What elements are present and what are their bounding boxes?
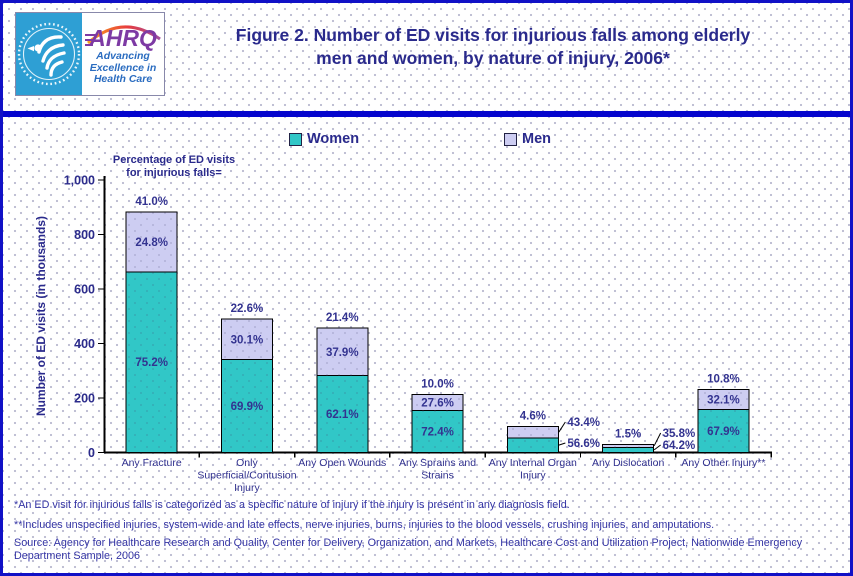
figure-title-line2: men and women, by nature of injury, 2006… <box>316 48 670 68</box>
x-category-label-1: Only <box>236 457 258 469</box>
legend-label-women: Women <box>307 131 360 147</box>
footnote-2: **Includes unspecified injuries, system-… <box>14 519 715 531</box>
total-pct-label-2: 21.4% <box>326 312 359 324</box>
y-tick-label: 800 <box>74 228 95 242</box>
pct-annotation-line2: for injurious falls= <box>126 167 222 179</box>
x-category-label-0: Any Fracture <box>122 457 182 469</box>
hhs-eagle-icon <box>16 13 82 95</box>
total-pct-label-5: 1.5% <box>615 428 641 440</box>
total-pct-label-0: 41.0% <box>135 196 168 208</box>
x-category-label-4: Any Internal Organ <box>489 457 577 469</box>
pct-annotation: Percentage of ED visits for injurious fa… <box>95 154 253 180</box>
rainbow-arc-icon <box>85 25 161 46</box>
hhs-seal <box>16 13 82 95</box>
ahrq-wordmark: AHRQ <box>89 25 157 51</box>
ahrq-tagline: Advancing Excellence in Health Care <box>82 50 164 86</box>
men-pct-label-1: 30.1% <box>231 334 264 346</box>
women-pct-label-3: 72.4% <box>421 427 454 439</box>
men-pct-label-6: 32.1% <box>707 394 740 406</box>
source-line2: Department Sample, 2006 <box>14 549 141 562</box>
women-pct-label-5: 64.2% <box>663 440 696 452</box>
women-pct-label-0: 75.2% <box>135 357 168 369</box>
women-pct-label-1: 69.9% <box>231 401 264 413</box>
x-category-label-1: Superficial/Contusion <box>197 470 296 482</box>
y-tick-label: 1,000 <box>64 174 95 188</box>
x-category-label-2: Any Open Wounds <box>298 457 386 469</box>
x-category-label-1: Injury <box>234 482 260 494</box>
y-tick-label: 0 <box>88 446 95 460</box>
callout-line-women-5 <box>653 444 661 451</box>
women-pct-label-2: 62.1% <box>326 409 359 421</box>
header-separator <box>3 111 850 117</box>
legend-swatch-men <box>504 132 517 146</box>
men-pct-label-4: 43.4% <box>567 417 600 429</box>
x-category-label-3: Strains <box>421 470 454 482</box>
tagline-line: Excellence in <box>89 61 157 74</box>
legend-label-men: Men <box>522 131 551 147</box>
callout-line-men-5 <box>653 432 662 447</box>
y-tick-label: 400 <box>74 337 95 351</box>
men-pct-label-2: 37.9% <box>326 347 359 359</box>
total-pct-label-4: 4.6% <box>520 410 546 422</box>
footnote-1: *An ED visit for injurious falls is cate… <box>14 499 570 511</box>
tagline-line: Advancing <box>96 50 150 62</box>
source-line1: Source: Agency for Healthcare Research a… <box>14 537 803 549</box>
pct-annotation-line1: Percentage of ED visits <box>112 154 236 166</box>
bar-segment-women-4 <box>506 437 559 454</box>
figure-title-line1: Figure 2. Number of ED visits for injuri… <box>235 25 751 45</box>
women-pct-label-4: 56.6% <box>567 438 600 450</box>
total-pct-label-6: 10.8% <box>707 373 740 385</box>
hhs-ahrq-logo: AHRQ Advancing Excellence in Health Care <box>15 12 165 96</box>
legend-item-men: Men <box>504 131 551 147</box>
callout-line-men-4 <box>558 421 566 433</box>
y-tick-label: 600 <box>74 283 95 297</box>
total-pct-label-3: 10.0% <box>421 378 454 390</box>
total-pct-label-1: 22.6% <box>231 303 264 315</box>
x-category-label-5: Any Dislocation <box>592 457 665 469</box>
x-category-label-6: Any Other Injury** <box>681 457 765 469</box>
figure-title: Figure 2. Number of ED visits for injuri… <box>163 24 823 70</box>
ahrq-logo-panel: AHRQ Advancing Excellence in Health Care <box>82 13 164 95</box>
legend-item-women: Women <box>289 131 359 147</box>
source-note: Source: Agency for Healthcare Research a… <box>14 537 839 562</box>
men-pct-label-0: 24.8% <box>135 237 168 249</box>
callout-line-women-4 <box>558 442 566 446</box>
men-pct-label-3: 27.6% <box>421 397 454 409</box>
y-tick-label: 200 <box>74 392 95 406</box>
x-category-label-3: Any Sprains and <box>399 457 476 469</box>
tagline-line: Health Care <box>93 73 153 85</box>
bar-segment-women-5 <box>602 446 655 454</box>
women-pct-label-6: 67.9% <box>707 426 740 438</box>
bar-segment-men-4 <box>506 425 559 439</box>
legend-swatch-women <box>289 132 302 146</box>
x-category-label-4: Injury <box>520 470 546 482</box>
men-pct-label-5: 35.8% <box>663 428 696 440</box>
bar-segment-men-5 <box>602 443 655 448</box>
